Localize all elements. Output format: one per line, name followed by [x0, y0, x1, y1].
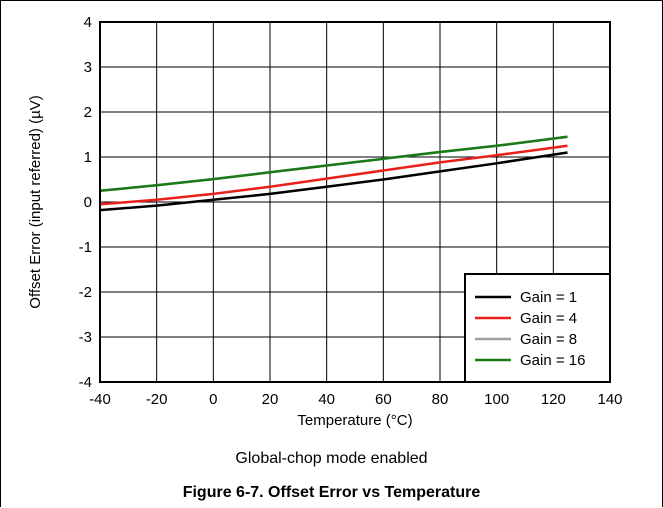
- legend-label: Gain = 8: [520, 331, 577, 348]
- y-tick-label: -1: [79, 239, 92, 256]
- y-tick-label: -3: [79, 329, 92, 346]
- y-tick-label: 1: [84, 149, 92, 166]
- x-tick-label: 0: [209, 391, 217, 408]
- x-tick-label: -20: [146, 391, 168, 408]
- series-line-gain-4: [99, 144, 568, 206]
- y-axis-label: Offset Error (input referred) (µV): [27, 95, 44, 308]
- x-axis-label: Temperature (°C): [297, 412, 412, 429]
- legend-label: Gain = 16: [520, 352, 585, 369]
- y-tick-label: -2: [79, 284, 92, 301]
- y-tick-label: 0: [84, 194, 92, 211]
- y-tick-label: 3: [84, 59, 92, 76]
- series-line-gain-1: [99, 151, 568, 212]
- legend-entry: Gain = 1: [475, 289, 577, 306]
- x-tick-label: 60: [375, 391, 392, 408]
- series-layer: [99, 135, 568, 212]
- figure-caption: Figure 6-7. Offset Error vs Temperature: [182, 484, 481, 501]
- x-tick-label: 100: [484, 391, 509, 408]
- x-tick-label: 140: [597, 391, 622, 408]
- x-tick-label: -40: [89, 391, 111, 408]
- chart-subtitle: Global-chop mode enabled: [235, 450, 428, 467]
- x-tick-label: 40: [318, 391, 335, 408]
- x-tick-label: 120: [541, 391, 566, 408]
- y-tick-label: 2: [84, 104, 92, 121]
- x-tick-label: 20: [262, 391, 279, 408]
- y-tick-label: 4: [84, 14, 92, 31]
- x-tick-label: 80: [432, 391, 449, 408]
- legend-label: Gain = 1: [520, 289, 577, 306]
- plot-area-border: [99, 21, 611, 383]
- legend: Gain = 1 Gain = 4 Gain = 8 Gain = 16: [464, 273, 611, 383]
- legend-box: [464, 273, 611, 383]
- legend-label: Gain = 4: [520, 310, 577, 327]
- legend-entry: Gain = 4: [475, 310, 577, 327]
- legend-entry: Gain = 16: [475, 352, 585, 369]
- y-tick-label: -4: [79, 374, 92, 391]
- series-line-gain-16: [99, 135, 568, 193]
- legend-entry: Gain = 8: [475, 331, 577, 348]
- tick-labels: -40 -20 0 20 40 60 80 100 120 140 -4 -3 -2 -1 0 1 2 3 4: [79, 14, 623, 408]
- offset-error-chart: -40 -20 0 20 40 60 80 100 120 140 -4 -3 -2 -1 0 1 2 3 4 Te…: [27, 14, 623, 429]
